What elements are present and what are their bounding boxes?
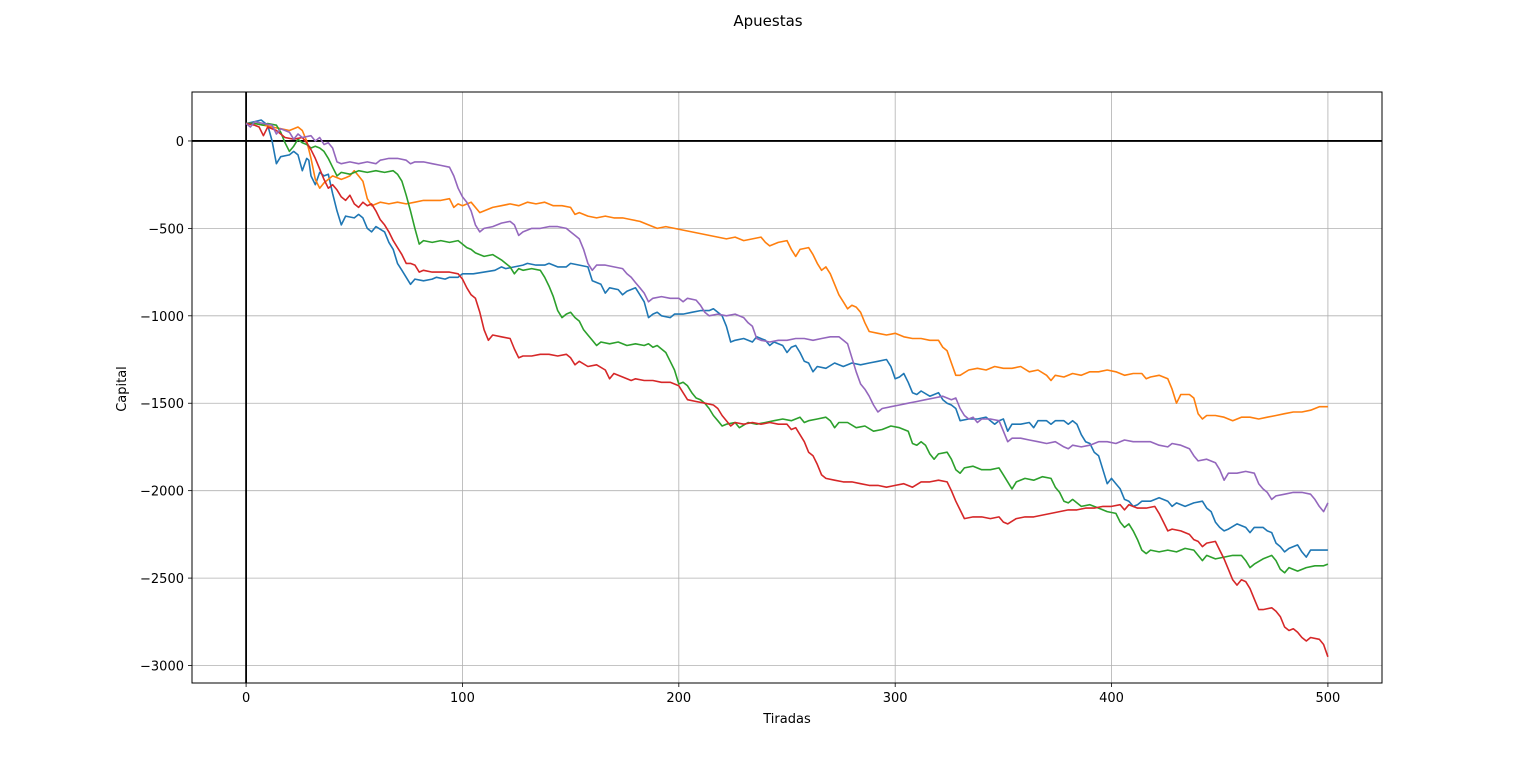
y-axis-label: Capital <box>115 366 130 412</box>
y-tick-label: −1500 <box>140 397 184 412</box>
plot-frame <box>191 91 1383 684</box>
chart-title: Apuestas <box>733 12 802 30</box>
y-tick-label: −2500 <box>140 572 184 587</box>
series-line-1 <box>245 119 1328 558</box>
y-tick-label: −1000 <box>140 310 184 325</box>
x-tick-label: 0 <box>242 691 250 706</box>
x-axis: 0 100 200 300 400 500 <box>242 683 1340 706</box>
series-group <box>245 119 1329 658</box>
x-tick-label: 100 <box>450 691 475 706</box>
x-tick-label: 300 <box>883 691 908 706</box>
x-tick-label: 200 <box>666 691 691 706</box>
y-tick-label: −500 <box>148 222 184 237</box>
reference-lines <box>192 92 1382 683</box>
x-tick-label: 400 <box>1099 691 1124 706</box>
x-tick-label: 500 <box>1315 691 1340 706</box>
series-line-3 <box>246 122 1329 574</box>
grid <box>192 92 1382 683</box>
y-tick-label: −2000 <box>140 485 184 500</box>
y-axis: 0 −500 −1000 −1500 −2000 −2500 −3000 <box>140 135 192 675</box>
x-axis-label: Tiradas <box>762 712 811 727</box>
series-line-2 <box>246 122 1328 422</box>
series-line-5 <box>245 120 1329 513</box>
y-tick-label: −3000 <box>140 660 184 675</box>
y-tick-label: 0 <box>176 135 184 150</box>
series-line-4 <box>245 122 1329 658</box>
